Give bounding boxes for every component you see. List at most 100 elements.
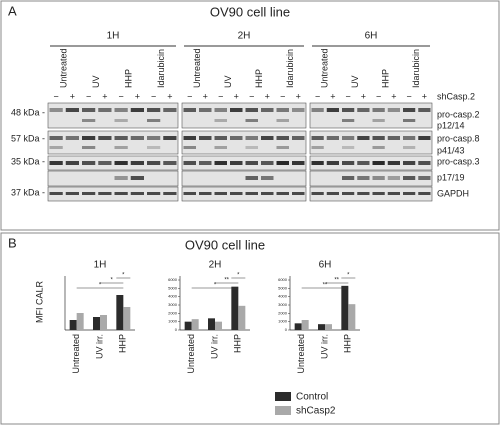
panel-label: A <box>8 3 17 18</box>
size-marker: 37 kDa - <box>11 187 45 197</box>
plus-sign: + <box>203 91 208 101</box>
x-tick-label: HHP <box>118 334 128 353</box>
band <box>403 108 416 112</box>
band <box>49 192 63 195</box>
size-marker: 48 kDa - <box>11 107 45 117</box>
x-tick-label: UV irr. <box>94 334 104 359</box>
treatment-label: Untreated <box>320 48 330 88</box>
treatment-label: UV <box>350 75 360 88</box>
band <box>49 108 63 112</box>
significance-mark: * <box>99 283 102 289</box>
blot-strip <box>47 170 179 187</box>
band <box>372 161 385 165</box>
significance-mark: ** <box>224 278 229 284</box>
plus-sign: + <box>391 91 396 101</box>
band <box>130 136 144 140</box>
bar <box>341 285 349 330</box>
band <box>311 146 324 149</box>
band <box>418 136 431 140</box>
row-label: GAPDH <box>437 188 469 198</box>
treatment-label: Idarubicin <box>156 49 166 88</box>
treatment-label: Untreated <box>59 48 69 88</box>
band <box>403 146 416 149</box>
row-label: pro-casp.2 <box>437 109 480 119</box>
y-tick-label: 4000 <box>278 294 288 299</box>
band <box>114 192 128 195</box>
panel-a-frame <box>0 0 500 231</box>
band <box>418 176 431 180</box>
plus-sign: + <box>330 91 335 101</box>
band <box>387 161 400 165</box>
band <box>183 146 196 149</box>
band <box>130 192 144 195</box>
band <box>403 119 416 122</box>
plus-sign: + <box>234 91 239 101</box>
band <box>342 108 355 112</box>
x-tick-label: HHP <box>343 334 353 353</box>
band <box>342 161 355 165</box>
minus-sign: − <box>315 91 320 101</box>
minus-sign: − <box>53 91 58 101</box>
band <box>261 192 274 195</box>
y-tick-label: 2000 <box>278 310 288 315</box>
band <box>65 161 79 165</box>
band <box>276 136 289 140</box>
band <box>276 192 289 195</box>
plus-sign: + <box>167 91 172 101</box>
minus-sign: − <box>280 91 285 101</box>
bar <box>76 313 84 330</box>
band <box>163 136 177 140</box>
significance-mark: ** <box>334 278 339 284</box>
blot-strip <box>309 102 433 129</box>
legend-label: shCasp2 <box>296 406 336 417</box>
band <box>245 119 258 122</box>
band <box>147 136 161 140</box>
band <box>372 192 385 195</box>
band <box>357 136 370 140</box>
band <box>403 161 416 165</box>
band <box>261 176 274 180</box>
band <box>311 192 324 195</box>
y-tick-label: 3000 <box>168 302 178 307</box>
plus-sign: + <box>361 91 366 101</box>
band <box>130 108 144 112</box>
blot-strip <box>309 130 433 155</box>
chart-title: 2H <box>209 260 222 271</box>
panel-b-frame <box>0 232 500 425</box>
bar <box>93 317 100 330</box>
bar <box>301 320 309 330</box>
significance-mark: ** <box>323 283 328 289</box>
blot-strip <box>47 186 179 202</box>
bar <box>69 320 77 330</box>
y-tick-label: 0 <box>285 327 288 332</box>
blot-strip <box>181 170 307 187</box>
band <box>114 136 128 140</box>
band <box>114 161 128 165</box>
band <box>292 192 305 195</box>
band <box>276 146 289 149</box>
band <box>98 136 112 140</box>
band <box>230 136 243 140</box>
bar <box>238 305 246 330</box>
band <box>261 136 274 140</box>
bar <box>100 315 107 330</box>
band <box>199 136 212 140</box>
band <box>326 136 339 140</box>
band <box>418 192 431 195</box>
band <box>245 146 258 149</box>
treatment-label: HHP <box>254 69 264 88</box>
band <box>403 136 416 140</box>
band <box>230 192 243 195</box>
time-label: 2H <box>238 31 251 42</box>
band <box>82 146 96 149</box>
band <box>82 108 96 112</box>
treatment-label: Idarubicin <box>411 49 421 88</box>
band <box>292 108 305 112</box>
significance-mark: * <box>347 273 350 279</box>
treatment-label: Idarubicin <box>285 49 295 88</box>
band <box>357 176 370 180</box>
y-tick-label: 0 <box>175 327 178 332</box>
band <box>214 146 227 149</box>
band <box>183 108 196 112</box>
y-tick-label: 1000 <box>168 319 178 324</box>
